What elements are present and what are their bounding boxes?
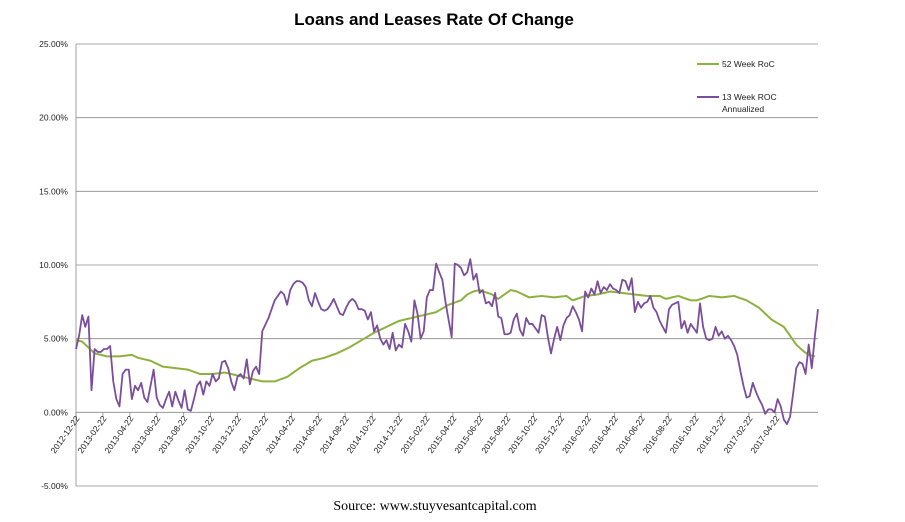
series-line-13-week <box>75 258 819 426</box>
grid-lines <box>75 43 818 487</box>
legend: 52 Week RoC 13 Week ROC Annualized <box>697 59 777 114</box>
source-note: Source: www.stuyvesantcapital.com <box>333 499 536 514</box>
y-tick-label: 15.00% <box>39 186 68 196</box>
y-tick-label: 20.00% <box>39 113 68 123</box>
y-tick-label: 10.00% <box>39 260 68 270</box>
y-tick-label: 25.00% <box>39 39 68 49</box>
chart-title: Loans and Leases Rate Of Change <box>294 10 574 29</box>
y-tick-label: 5.00% <box>44 334 69 344</box>
series-group <box>75 258 819 426</box>
y-axis-ticks: 25.00% 20.00% 15.00% 10.00% 5.00% 0.00% -5.00% <box>39 39 68 491</box>
y-tick-label: -5.00% <box>41 481 68 491</box>
legend-label-52-week: 52 Week RoC <box>722 59 775 69</box>
y-tick-label: 0.00% <box>44 407 69 417</box>
x-axis-ticks: 2012-12-222013-02-222013-04-222013-06-22… <box>49 412 782 455</box>
legend-label-13-week: 13 Week ROC Annualized <box>722 92 777 114</box>
